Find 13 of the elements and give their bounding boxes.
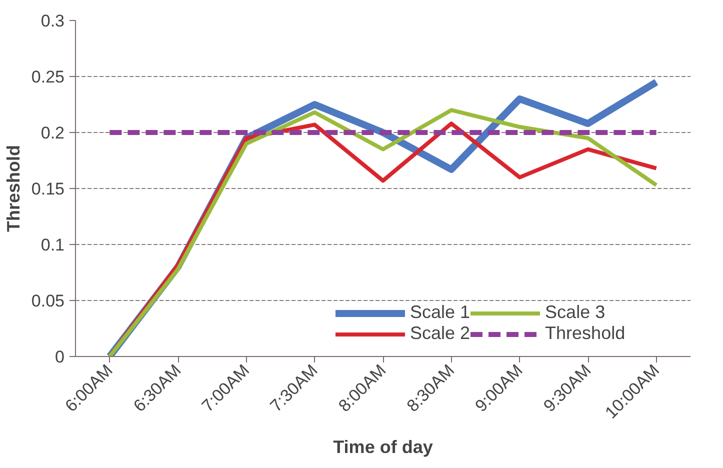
y-tick-label: 0.25 — [31, 68, 65, 86]
y-axis-title: Threshold — [3, 144, 24, 232]
x-axis-title: Time of day — [333, 437, 433, 458]
y-tick-label: 0.05 — [31, 292, 65, 310]
legend-label: Scale 2 — [410, 323, 470, 344]
y-tick-label: 0.2 — [40, 124, 65, 142]
legend-label: Scale 3 — [545, 302, 606, 323]
legend-label: Scale 1 — [410, 302, 470, 323]
y-tick-label: 0.15 — [31, 180, 65, 198]
y-tick-label: 0.1 — [40, 236, 65, 254]
y-tick-label: 0.3 — [40, 12, 65, 30]
y-tick-label: 0 — [55, 348, 65, 366]
legend-label: Threshold — [545, 323, 626, 344]
